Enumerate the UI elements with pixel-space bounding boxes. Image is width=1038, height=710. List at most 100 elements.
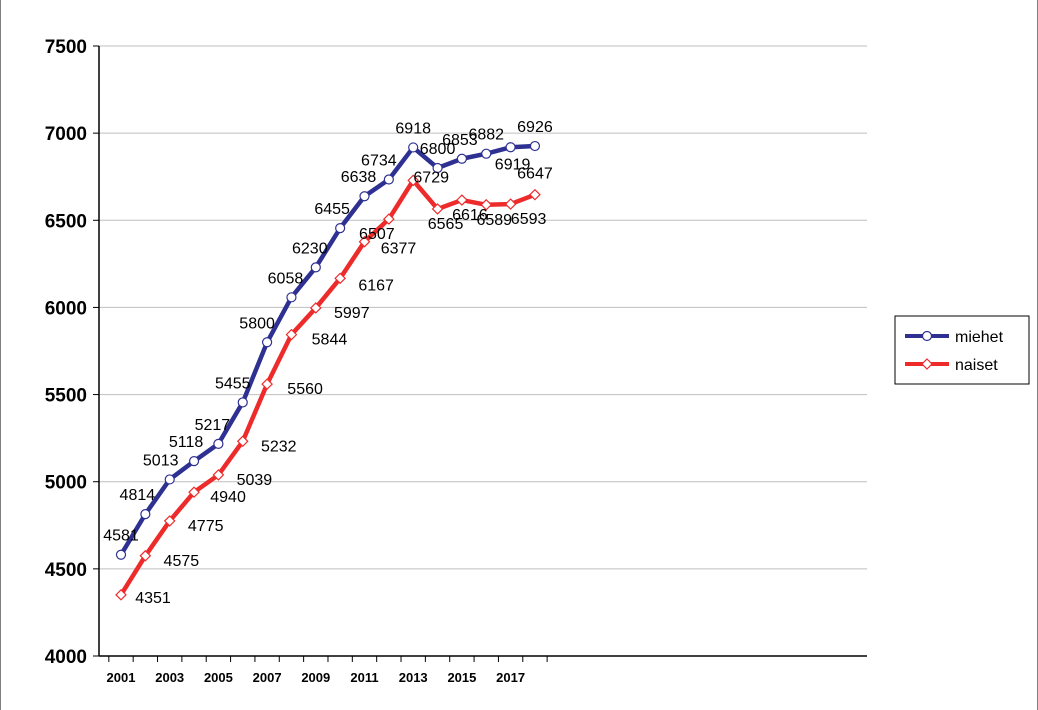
data-label-naiset: 6647 xyxy=(517,166,553,183)
marker-naiset xyxy=(334,272,346,285)
marker-miehet xyxy=(213,438,224,449)
marker-naiset xyxy=(285,328,298,341)
series-line-naiset xyxy=(119,178,536,597)
data-label-miehet: 4814 xyxy=(120,487,156,504)
x-tick-label: 2011 xyxy=(350,670,378,685)
marker-naiset xyxy=(383,213,395,225)
axes xyxy=(93,45,867,662)
x-axis-ticks: 2001 2003 2005 2007 2009 2011 2013 2015 2017 xyxy=(107,670,526,685)
legend-box xyxy=(894,315,1030,385)
marker-naiset xyxy=(431,203,444,215)
marker-miehet xyxy=(408,142,419,153)
data-label-naiset: 5844 xyxy=(312,332,348,349)
y-tick-label: 4500 xyxy=(45,560,87,581)
y-tick-label: 7000 xyxy=(45,124,87,145)
marker-naiset xyxy=(261,378,273,390)
data-label-miehet: 5118 xyxy=(169,434,204,451)
marker-naiset xyxy=(236,435,249,448)
marker-naiset xyxy=(407,174,420,187)
x-tick-label: 2009 xyxy=(301,670,330,685)
marker-miehet xyxy=(481,148,492,159)
marker-naiset xyxy=(163,515,176,527)
data-label-miehet: 6455 xyxy=(314,201,350,218)
marker-miehet xyxy=(164,474,175,485)
marker-naiset xyxy=(309,302,322,314)
marker-miehet xyxy=(456,153,467,164)
data-label-naiset: 5560 xyxy=(287,381,323,398)
legend: miehet naiset xyxy=(894,315,1030,385)
x-tick-label: 2005 xyxy=(204,670,233,685)
marker-naiset xyxy=(504,198,517,210)
data-label-naiset: 6507 xyxy=(359,226,395,243)
data-label-naiset: 6589 xyxy=(476,212,512,229)
marker-miehet xyxy=(505,142,516,153)
x-tick-label: 2003 xyxy=(155,670,184,685)
data-label-miehet: 5800 xyxy=(239,315,275,332)
data-label-naiset: 6616 xyxy=(452,207,488,224)
marker-miehet xyxy=(140,509,151,520)
marker-miehet xyxy=(237,397,248,408)
x-tick-label: 2007 xyxy=(253,670,282,685)
data-label-miehet: 6918 xyxy=(395,120,431,137)
marker-miehet xyxy=(432,162,443,174)
data-label-miehet: 6926 xyxy=(517,119,553,136)
gridlines xyxy=(99,45,867,570)
data-label-naiset: 4575 xyxy=(164,553,200,570)
data-label-naiset: 6729 xyxy=(413,169,449,186)
marker-miehet xyxy=(262,337,273,348)
legend-label-miehet: miehet xyxy=(955,329,1004,346)
marker-miehet xyxy=(359,191,370,202)
x-tick-label: 2013 xyxy=(399,670,428,685)
marker-miehet xyxy=(286,292,297,303)
y-tick-label: 4000 xyxy=(45,647,87,668)
legend-marker-naiset xyxy=(921,358,933,370)
y-tick-label: 5000 xyxy=(45,473,87,494)
series-markers xyxy=(115,140,541,601)
y-tick-label: 6500 xyxy=(45,211,87,232)
data-label-naiset: 6593 xyxy=(511,211,547,228)
data-label-miehet: 6058 xyxy=(268,270,304,287)
legend-marker-miehet xyxy=(921,330,933,342)
marker-naiset xyxy=(358,235,371,248)
data-label-miehet: 4581 xyxy=(103,528,139,545)
data-label-miehet: 6853 xyxy=(442,132,478,149)
marker-naiset xyxy=(212,469,225,481)
marker-naiset xyxy=(139,549,152,562)
data-label-miehet: 5217 xyxy=(195,417,231,434)
data-label-naiset: 5997 xyxy=(334,305,370,322)
data-label-miehet: 5013 xyxy=(143,452,179,469)
marker-miehet xyxy=(335,223,346,234)
data-label-miehet: 6800 xyxy=(420,141,456,158)
marker-naiset xyxy=(115,588,127,601)
marker-miehet xyxy=(529,140,541,152)
marker-naiset xyxy=(480,198,493,211)
data-label-miehet: 6882 xyxy=(468,127,504,144)
x-tick-label: 2017 xyxy=(496,670,525,685)
marker-miehet xyxy=(310,262,321,273)
data-label-miehet: 6230 xyxy=(292,240,328,257)
data-label-naiset: 6377 xyxy=(381,241,417,258)
data-label-miehet: 6638 xyxy=(341,169,377,186)
data-label-naiset: 6167 xyxy=(358,277,394,294)
x-tick-label: 2015 xyxy=(447,670,476,685)
data-label-naiset: 4940 xyxy=(210,489,246,506)
marker-naiset xyxy=(529,188,541,201)
marker-miehet xyxy=(188,456,200,467)
marker-naiset xyxy=(188,486,200,499)
y-tick-label: 6000 xyxy=(45,298,87,319)
data-label-naiset: 5232 xyxy=(261,438,297,455)
data-label-naiset: 5039 xyxy=(237,472,273,489)
marker-miehet xyxy=(383,174,394,185)
data-label-naiset: 4775 xyxy=(188,518,224,535)
marker-naiset xyxy=(456,194,468,206)
data-label-miehet: 6734 xyxy=(361,153,397,170)
data-label-miehet: 6919 xyxy=(495,156,531,173)
y-tick-label: 7500 xyxy=(45,37,87,58)
legend-label-naiset: naiset xyxy=(955,357,998,374)
data-label-miehet: 5455 xyxy=(215,375,251,392)
y-axis-ticks: 4000 4500 5000 5500 6000 6500 7000 7500 xyxy=(45,37,87,668)
data-label-naiset: 6565 xyxy=(428,216,464,233)
